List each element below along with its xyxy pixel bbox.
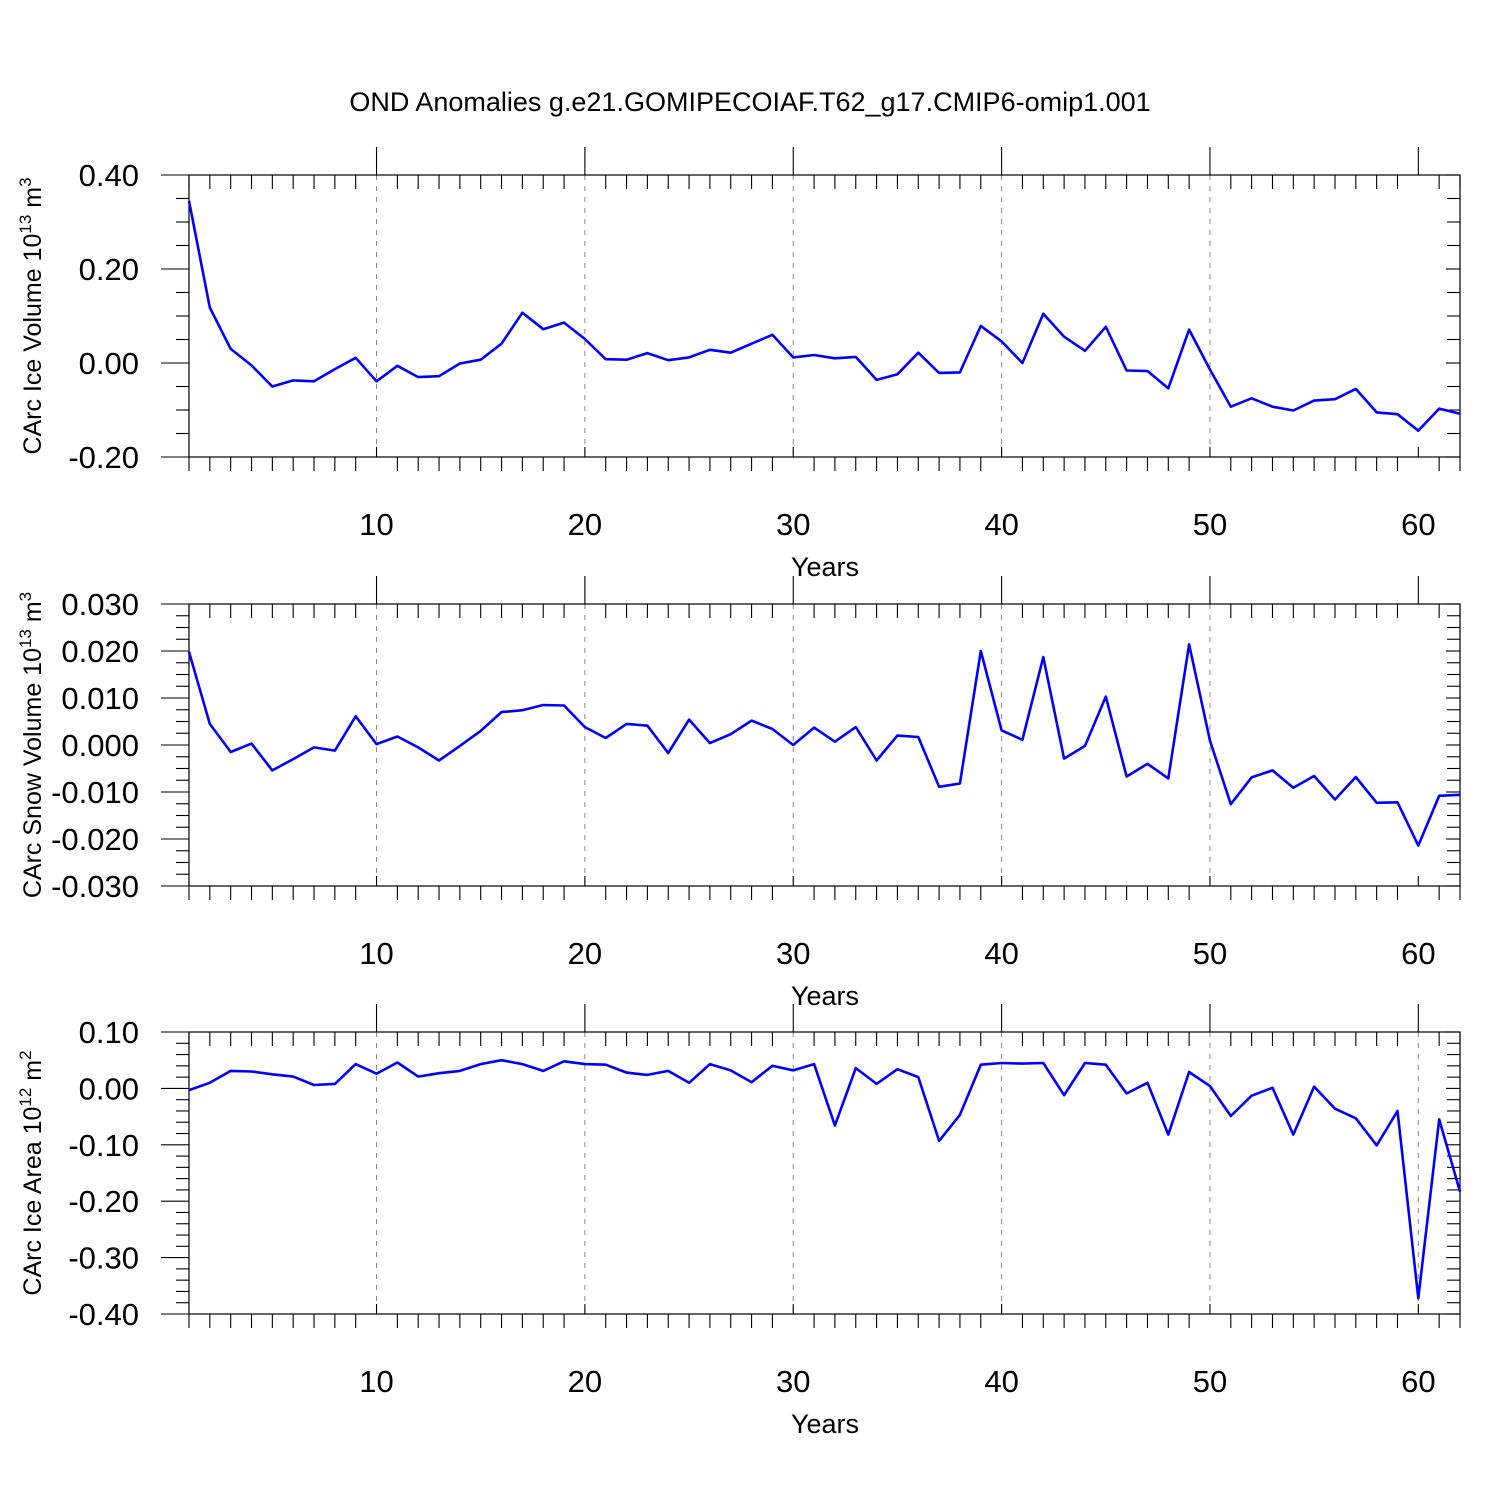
- x-tick-label: 20: [568, 507, 602, 542]
- y-tick-label: -0.20: [68, 440, 139, 475]
- y-tick-label: -0.020: [51, 822, 139, 857]
- x-tick-label: 30: [776, 507, 810, 542]
- y-tick-label: 0.010: [61, 681, 139, 716]
- y-axis-label: CArc Snow Volume 1013 m3: [16, 592, 47, 898]
- x-tick-label: 10: [359, 1364, 393, 1399]
- x-tick-label: 20: [568, 936, 602, 971]
- x-tick-label: 50: [1193, 936, 1227, 971]
- series-line: [187, 200, 1461, 433]
- x-tick-label: 10: [359, 936, 393, 971]
- x-axis-label: Years: [791, 1409, 859, 1439]
- panel-snow-volume: -0.030 -0.020 -0.010 0.000 0.010 0.020 0.030 10…: [16, 576, 1461, 1011]
- x-axis-label: Years: [791, 981, 859, 1011]
- y-tick-label: 0.00: [79, 1071, 139, 1106]
- series-line: [188, 1058, 1462, 1300]
- x-tick-label: 40: [984, 507, 1018, 542]
- y-tick-label: -0.30: [68, 1241, 139, 1276]
- x-tick-label: 30: [776, 936, 810, 971]
- plot-frame: [188, 174, 1461, 458]
- x-tick-label: 40: [984, 1364, 1018, 1399]
- y-tick-label: -0.030: [51, 869, 139, 904]
- y-tick-label: -0.10: [68, 1128, 139, 1163]
- y-tick-label: 0.40: [79, 158, 139, 193]
- panel-ice-area: -0.40 -0.30 -0.20 -0.10 0.00 0.10 10 20 30 40 50 60…: [16, 1004, 1462, 1439]
- panel-ice-volume: -0.20 0.00 0.20 0.40 10 20 30 40 50 60 Years CArc I…: [16, 147, 1461, 582]
- y-tick-label: 0.10: [79, 1015, 139, 1050]
- chart-title: OND Anomalies g.e21.GOMIPECOIAF.T62_g17.…: [349, 87, 1150, 117]
- plot-frame: [188, 603, 1461, 887]
- y-tick-label: 0.000: [61, 728, 139, 763]
- y-tick-label: -0.40: [68, 1297, 139, 1332]
- x-tick-label: 50: [1193, 1364, 1227, 1399]
- x-axis-label: Years: [791, 552, 859, 582]
- y-tick-label: 0.020: [61, 634, 139, 669]
- plot-frame: [188, 1031, 1461, 1315]
- y-axis-label: CArc Ice Volume 1013 m3: [16, 177, 47, 454]
- x-tick-label: 40: [984, 936, 1018, 971]
- x-tick-label: 10: [359, 507, 393, 542]
- y-tick-label: 0.00: [79, 346, 139, 381]
- x-tick-label: 50: [1193, 507, 1227, 542]
- y-tick-label: -0.010: [51, 775, 139, 810]
- x-tick-label: 60: [1401, 936, 1435, 971]
- x-tick-label: 30: [776, 1364, 810, 1399]
- y-tick-label: 0.030: [61, 587, 139, 622]
- y-axis-label: CArc Ice Area 1012 m2: [16, 1050, 47, 1295]
- x-tick-label: 20: [568, 1364, 602, 1399]
- series-line: [187, 643, 1461, 847]
- x-tick-label: 60: [1401, 507, 1435, 542]
- x-tick-label: 60: [1401, 1364, 1435, 1399]
- y-tick-label: 0.20: [79, 252, 139, 287]
- y-tick-label: -0.20: [68, 1184, 139, 1219]
